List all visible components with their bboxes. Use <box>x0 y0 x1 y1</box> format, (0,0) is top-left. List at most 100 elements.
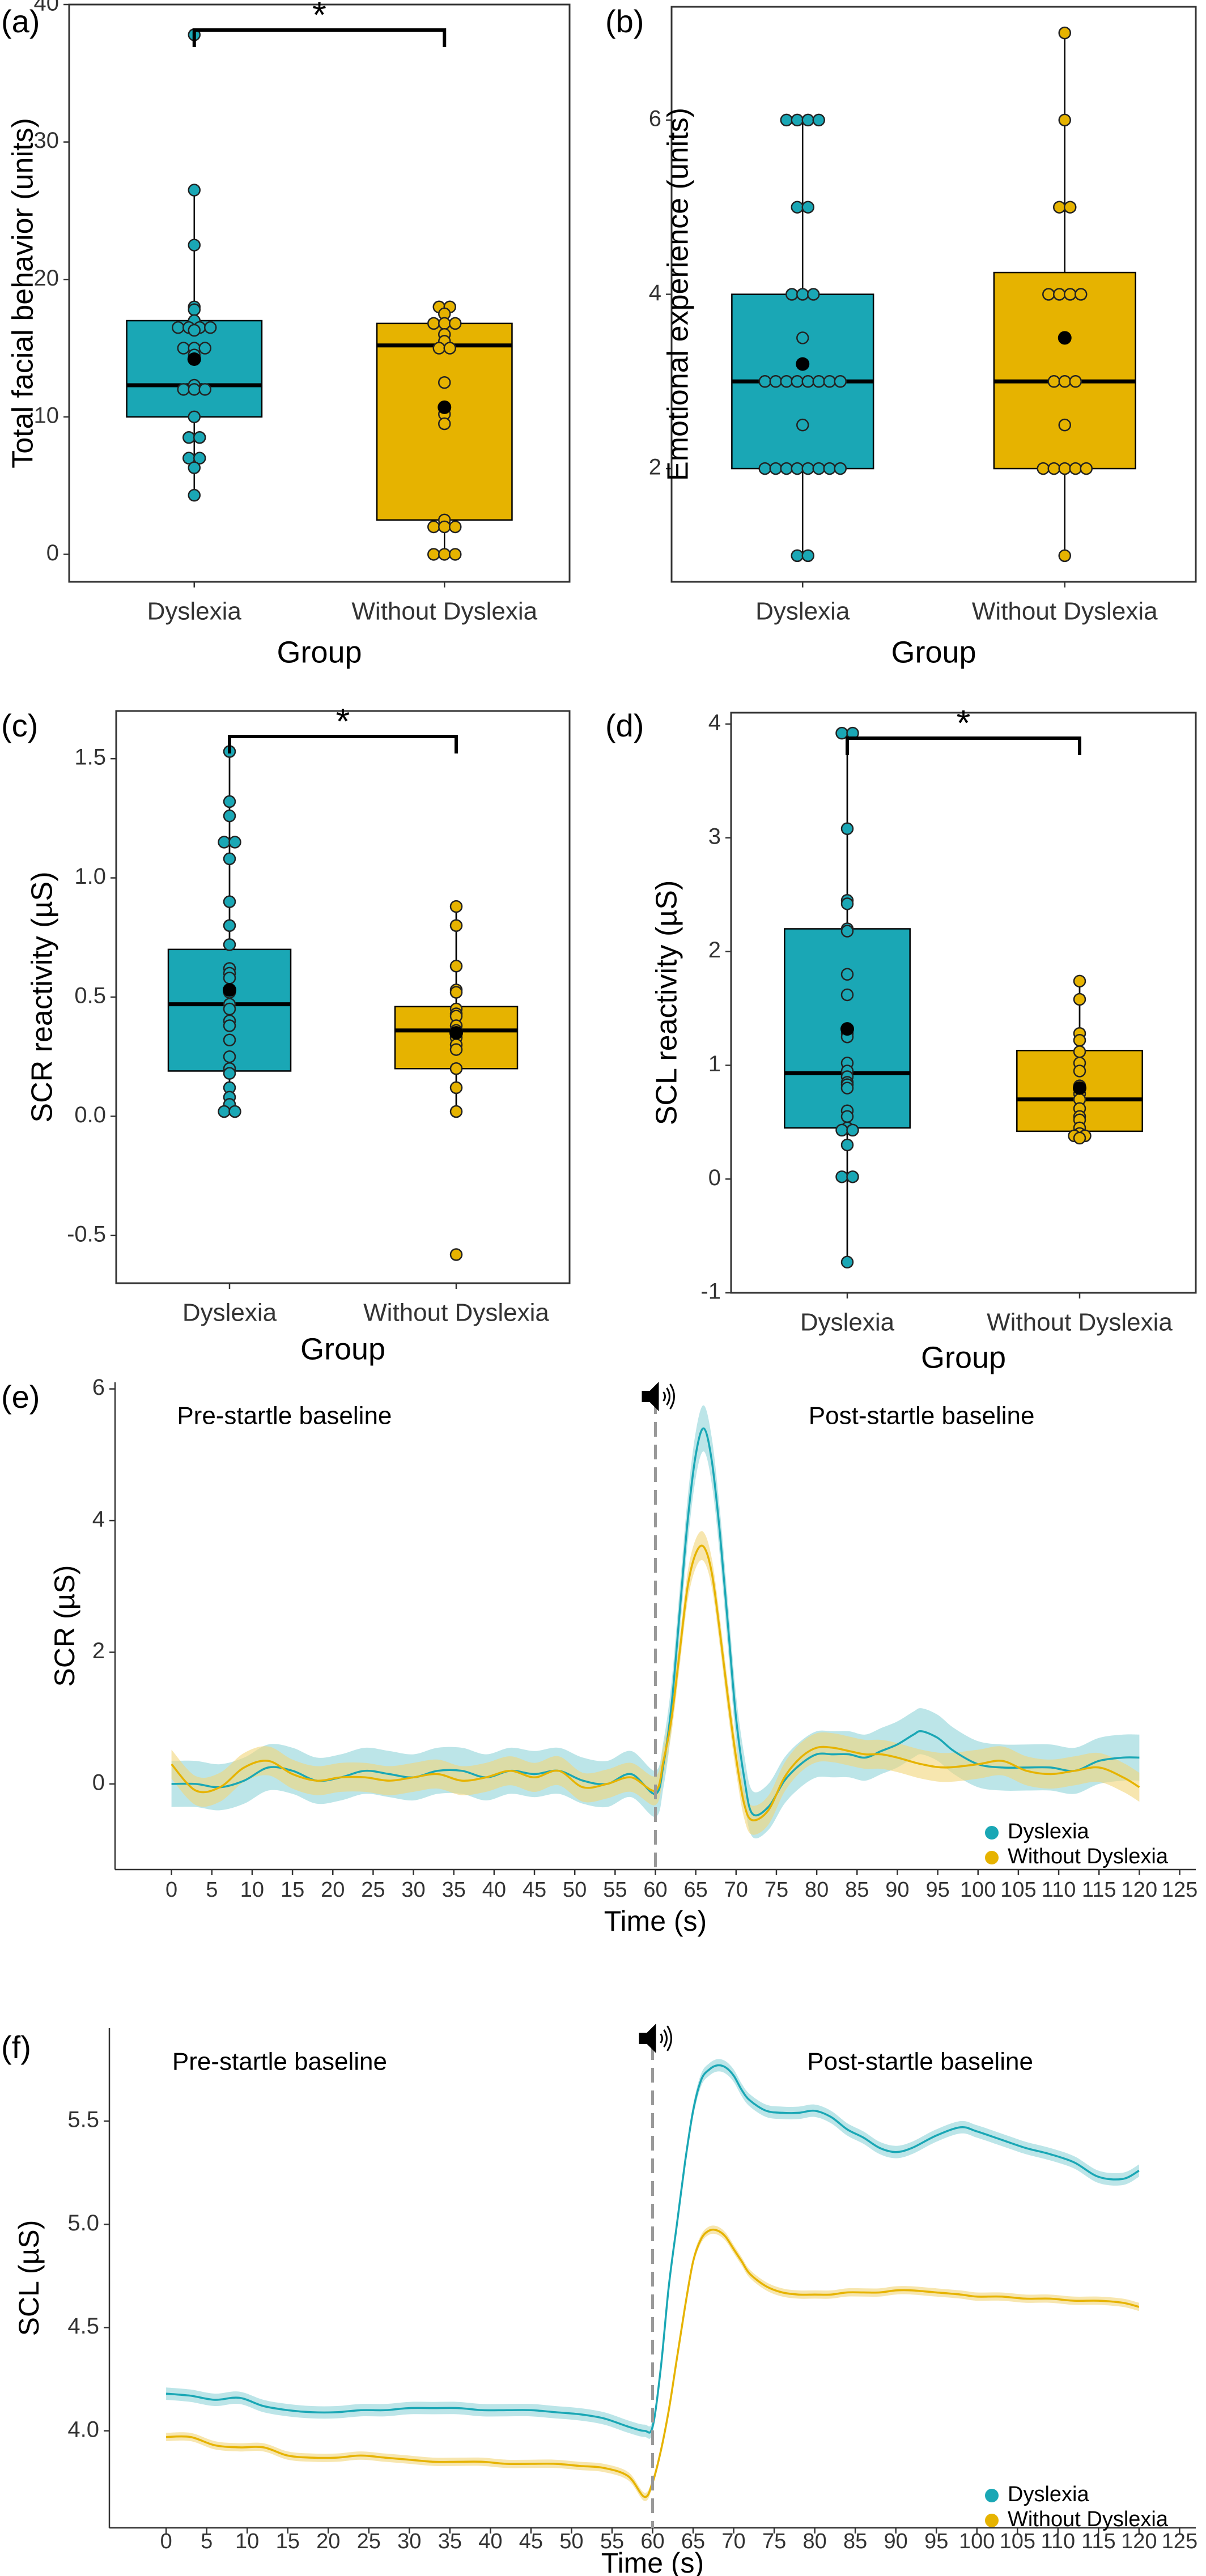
x-tick-label: 25 <box>357 2530 381 2553</box>
y-axis-title: SCR (µS) <box>49 1565 80 1687</box>
data-point <box>188 461 201 474</box>
data-point <box>438 376 451 389</box>
data-point <box>801 549 814 563</box>
data-point <box>218 1105 231 1118</box>
data-point <box>427 548 440 561</box>
data-point <box>801 375 814 388</box>
y-axis-title: Total facial behavior (units) <box>7 118 40 469</box>
x-tick-label: 100 <box>960 1878 996 1902</box>
data-point <box>177 342 190 355</box>
x-axis-title: Group <box>277 635 362 669</box>
data-point <box>812 375 825 388</box>
x-tick-label: 75 <box>762 2530 786 2553</box>
data-point <box>823 462 836 475</box>
data-point <box>438 520 451 534</box>
data-point <box>198 342 211 355</box>
box-group <box>167 745 292 1118</box>
speaker-icon <box>639 2024 672 2053</box>
data-point <box>449 1081 463 1095</box>
data-point <box>1047 462 1060 475</box>
y-tick-label: 0 <box>46 540 59 565</box>
data-point <box>432 342 445 355</box>
data-point <box>846 1170 859 1183</box>
x-tick-label: 75 <box>765 1878 788 1902</box>
data-point <box>193 452 206 465</box>
data-point <box>780 375 793 388</box>
x-tick-label: 50 <box>559 2530 583 2553</box>
data-point <box>1058 375 1071 388</box>
x-tick-label: 85 <box>845 1878 869 1902</box>
x-tick-label: 120 <box>1122 1878 1157 1902</box>
speaker-body <box>639 2033 647 2044</box>
data-point <box>791 375 804 388</box>
y-tick-label: -1 <box>700 1279 721 1304</box>
data-point <box>840 1110 854 1123</box>
x-tick-label: 60 <box>640 2530 664 2553</box>
x-tick-label: 95 <box>924 2530 948 2553</box>
data-point <box>758 462 771 475</box>
data-point <box>188 383 201 396</box>
data-point <box>1064 288 1077 301</box>
data-point <box>449 919 463 932</box>
box <box>126 320 263 418</box>
data-point <box>449 1105 463 1118</box>
x-tick-label: 10 <box>235 2530 259 2553</box>
x-tick-label: 20 <box>321 1878 345 1902</box>
data-point <box>182 431 196 444</box>
x-tick-label: 35 <box>438 2530 462 2553</box>
legend-marker <box>985 2489 999 2502</box>
data-point <box>801 113 814 127</box>
x-tick-label: 110 <box>1042 1878 1076 1902</box>
speaker-cone <box>649 1382 659 1411</box>
series-line <box>165 2064 1140 2434</box>
panel-label: (c) <box>1 708 38 743</box>
data-point <box>840 897 854 910</box>
data-point <box>834 462 847 475</box>
data-point <box>1073 1034 1086 1047</box>
data-point <box>1080 462 1093 475</box>
data-point <box>796 331 809 344</box>
data-point <box>812 113 825 127</box>
data-point <box>449 960 463 973</box>
box-group <box>784 726 911 1269</box>
data-point <box>1073 1065 1086 1078</box>
data-point <box>449 1248 463 1261</box>
significance-bracket <box>192 28 447 47</box>
data-point <box>1058 462 1071 475</box>
box-group <box>731 113 874 563</box>
data-point <box>223 1019 236 1032</box>
mean-marker <box>449 1026 463 1040</box>
data-point <box>223 795 236 808</box>
x-tick-label: 10 <box>240 1878 264 1902</box>
data-point <box>785 288 799 301</box>
data-point <box>835 1123 848 1137</box>
legend-label: Dyslexia <box>1008 1820 1089 1843</box>
data-point <box>1073 1045 1086 1058</box>
x-tick-label: 85 <box>843 2530 867 2553</box>
x-tick-label: 30 <box>397 2530 421 2553</box>
data-point <box>1064 201 1077 214</box>
pre-startle-label: Pre-startle baseline <box>177 1402 392 1430</box>
x-tick-label: 65 <box>684 1878 708 1902</box>
x-axis-title: Time (s) <box>604 1905 707 1937</box>
sound-wave <box>663 2029 668 2047</box>
data-point <box>840 1082 854 1095</box>
data-point <box>193 431 206 444</box>
significance-star: * <box>957 702 971 743</box>
x-tick-label: 45 <box>519 2530 543 2553</box>
y-tick-label: 20 <box>34 266 60 291</box>
box <box>993 271 1136 470</box>
x-tick-label: 105 <box>1000 2530 1035 2553</box>
y-tick-label: 4 <box>92 1507 105 1532</box>
y-tick-label: 4.0 <box>67 2417 99 2442</box>
box-group <box>993 26 1136 563</box>
series-line <box>166 2228 1140 2498</box>
y-tick-label: 6 <box>649 106 661 131</box>
data-point <box>223 919 236 932</box>
data-point <box>840 988 854 1002</box>
mean-marker <box>1073 1081 1086 1095</box>
data-point <box>812 462 825 475</box>
x-tick-label: 15 <box>281 1878 304 1902</box>
data-point <box>840 1255 854 1269</box>
y-axis-title: SCR reactivity (µS) <box>26 871 59 1122</box>
